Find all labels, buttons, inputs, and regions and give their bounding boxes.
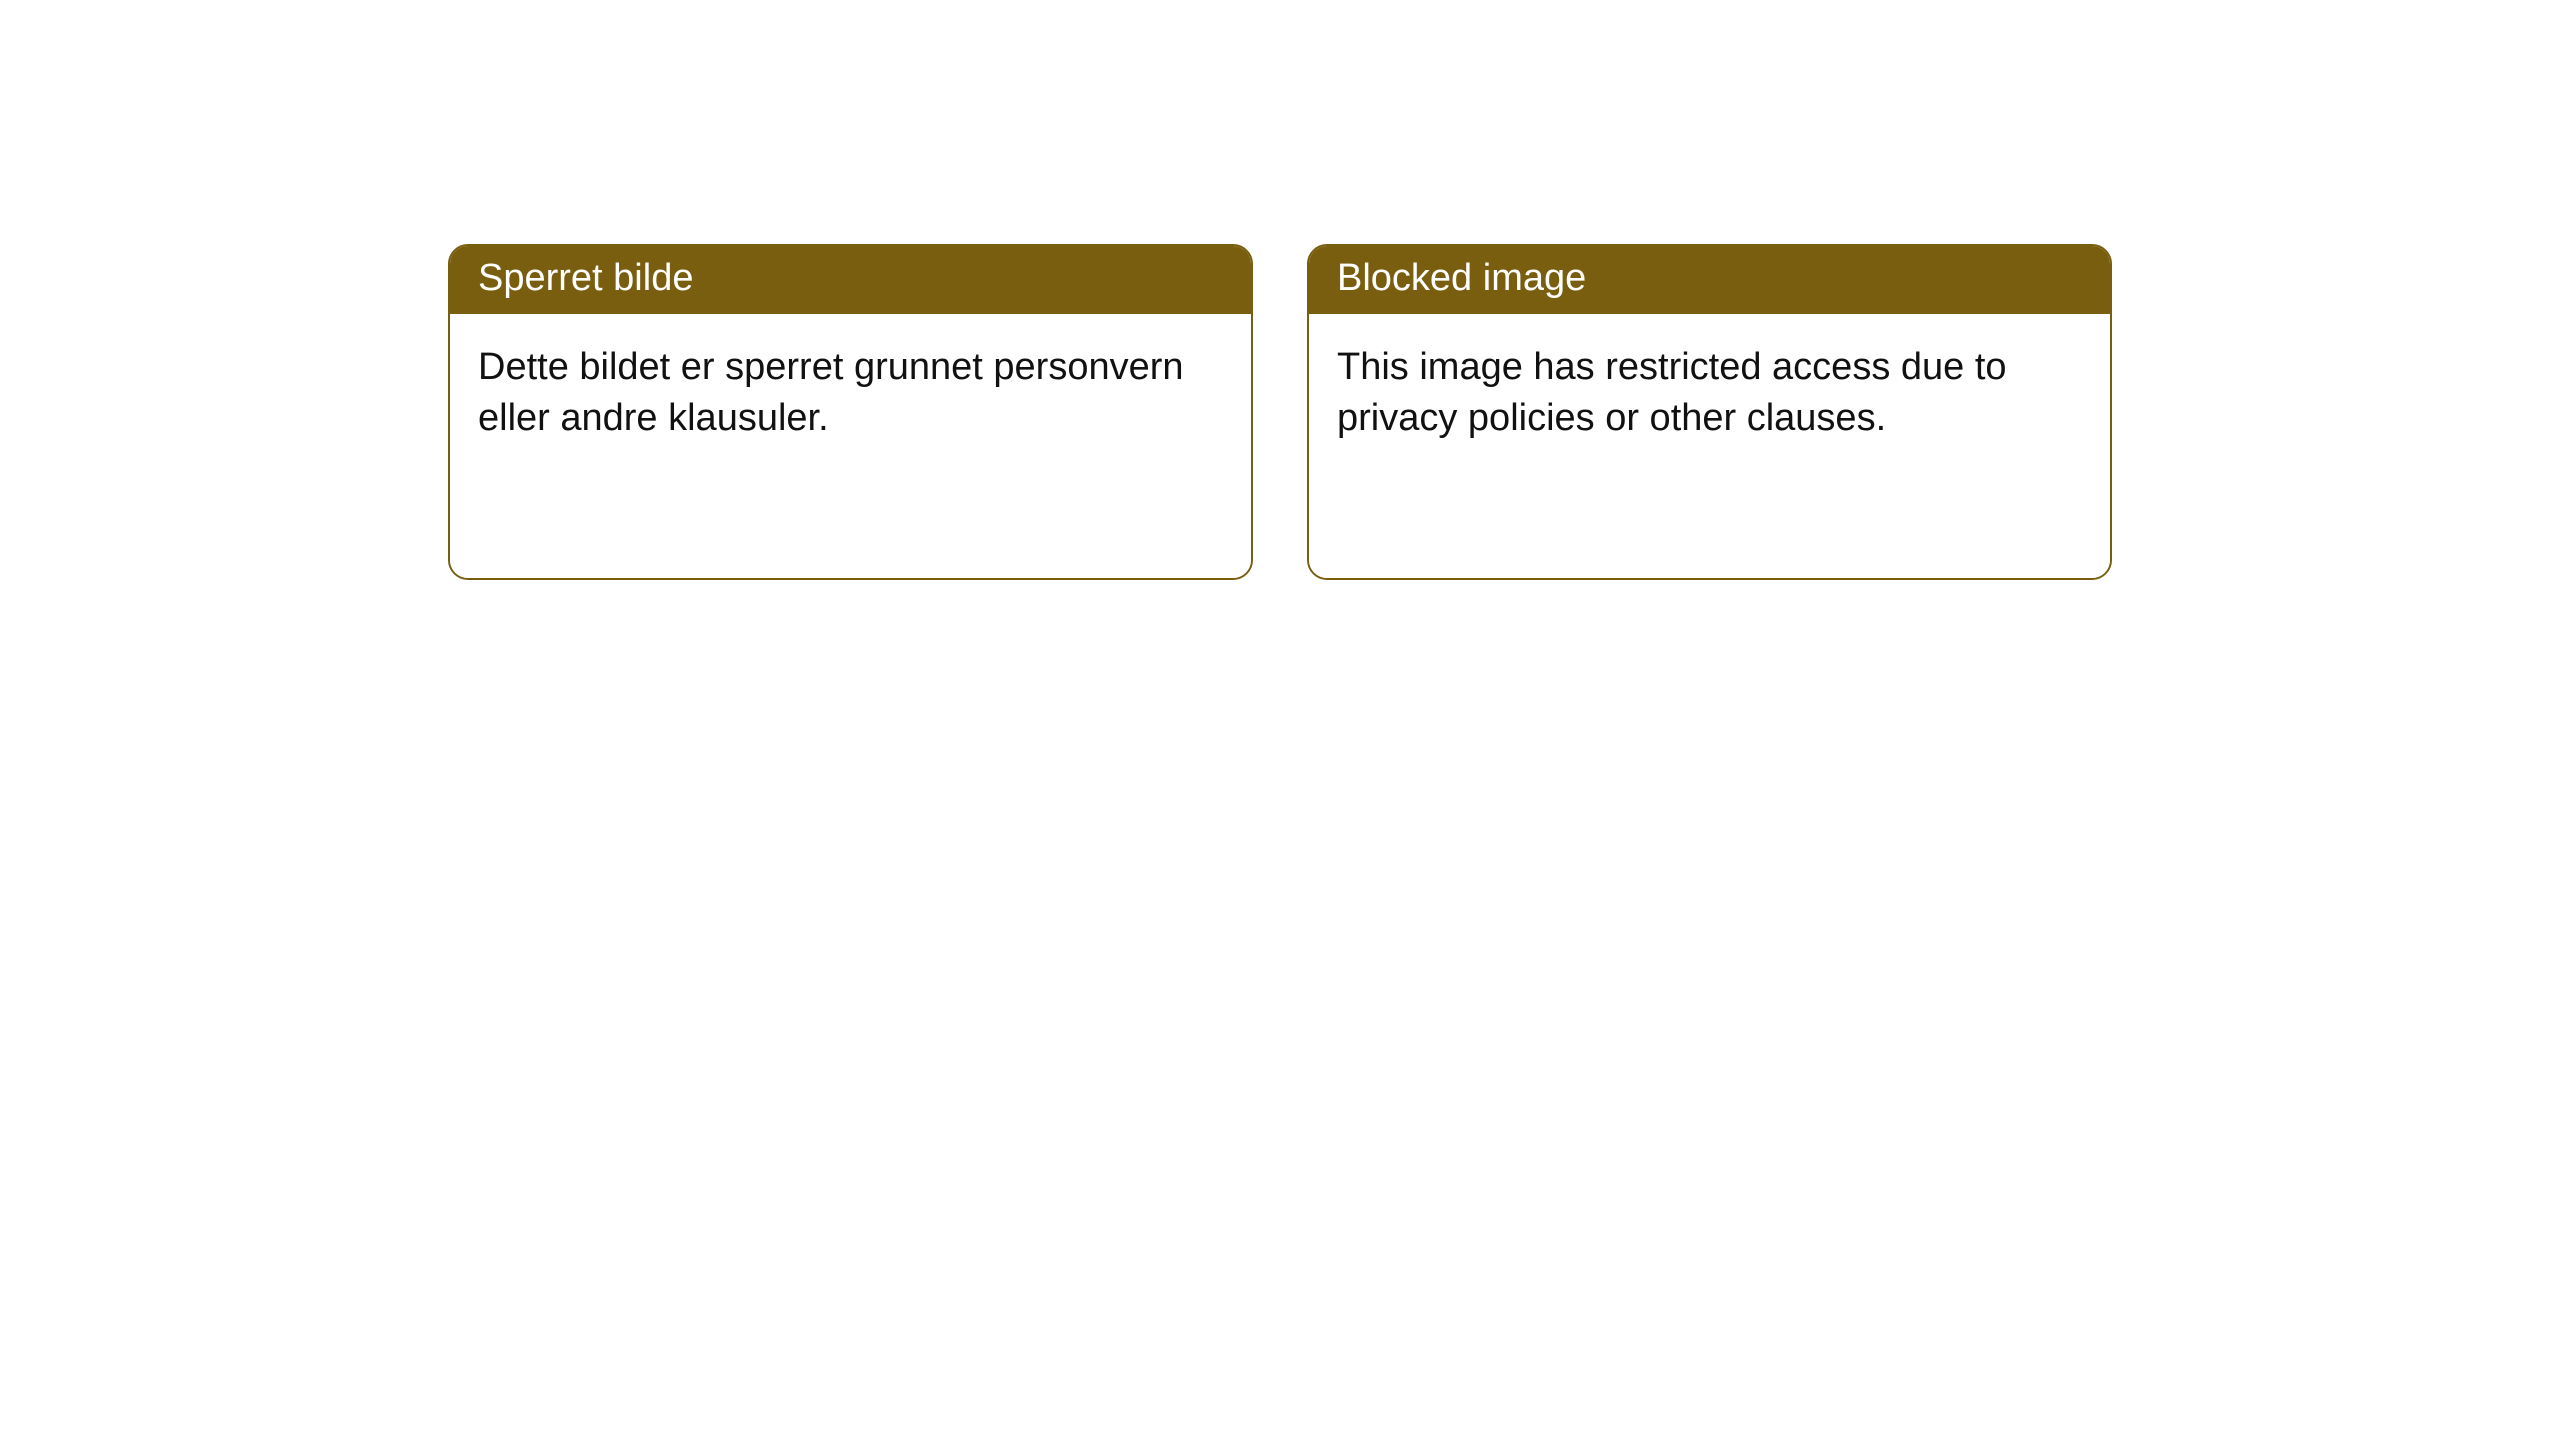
notice-box-english: Blocked image This image has restricted … bbox=[1307, 244, 2112, 580]
notice-box-norwegian: Sperret bilde Dette bildet er sperret gr… bbox=[448, 244, 1253, 580]
notice-header: Blocked image bbox=[1309, 246, 2110, 314]
notice-container: Sperret bilde Dette bildet er sperret gr… bbox=[448, 244, 2112, 580]
notice-header: Sperret bilde bbox=[450, 246, 1251, 314]
notice-body: Dette bildet er sperret grunnet personve… bbox=[450, 314, 1251, 578]
notice-body: This image has restricted access due to … bbox=[1309, 314, 2110, 578]
